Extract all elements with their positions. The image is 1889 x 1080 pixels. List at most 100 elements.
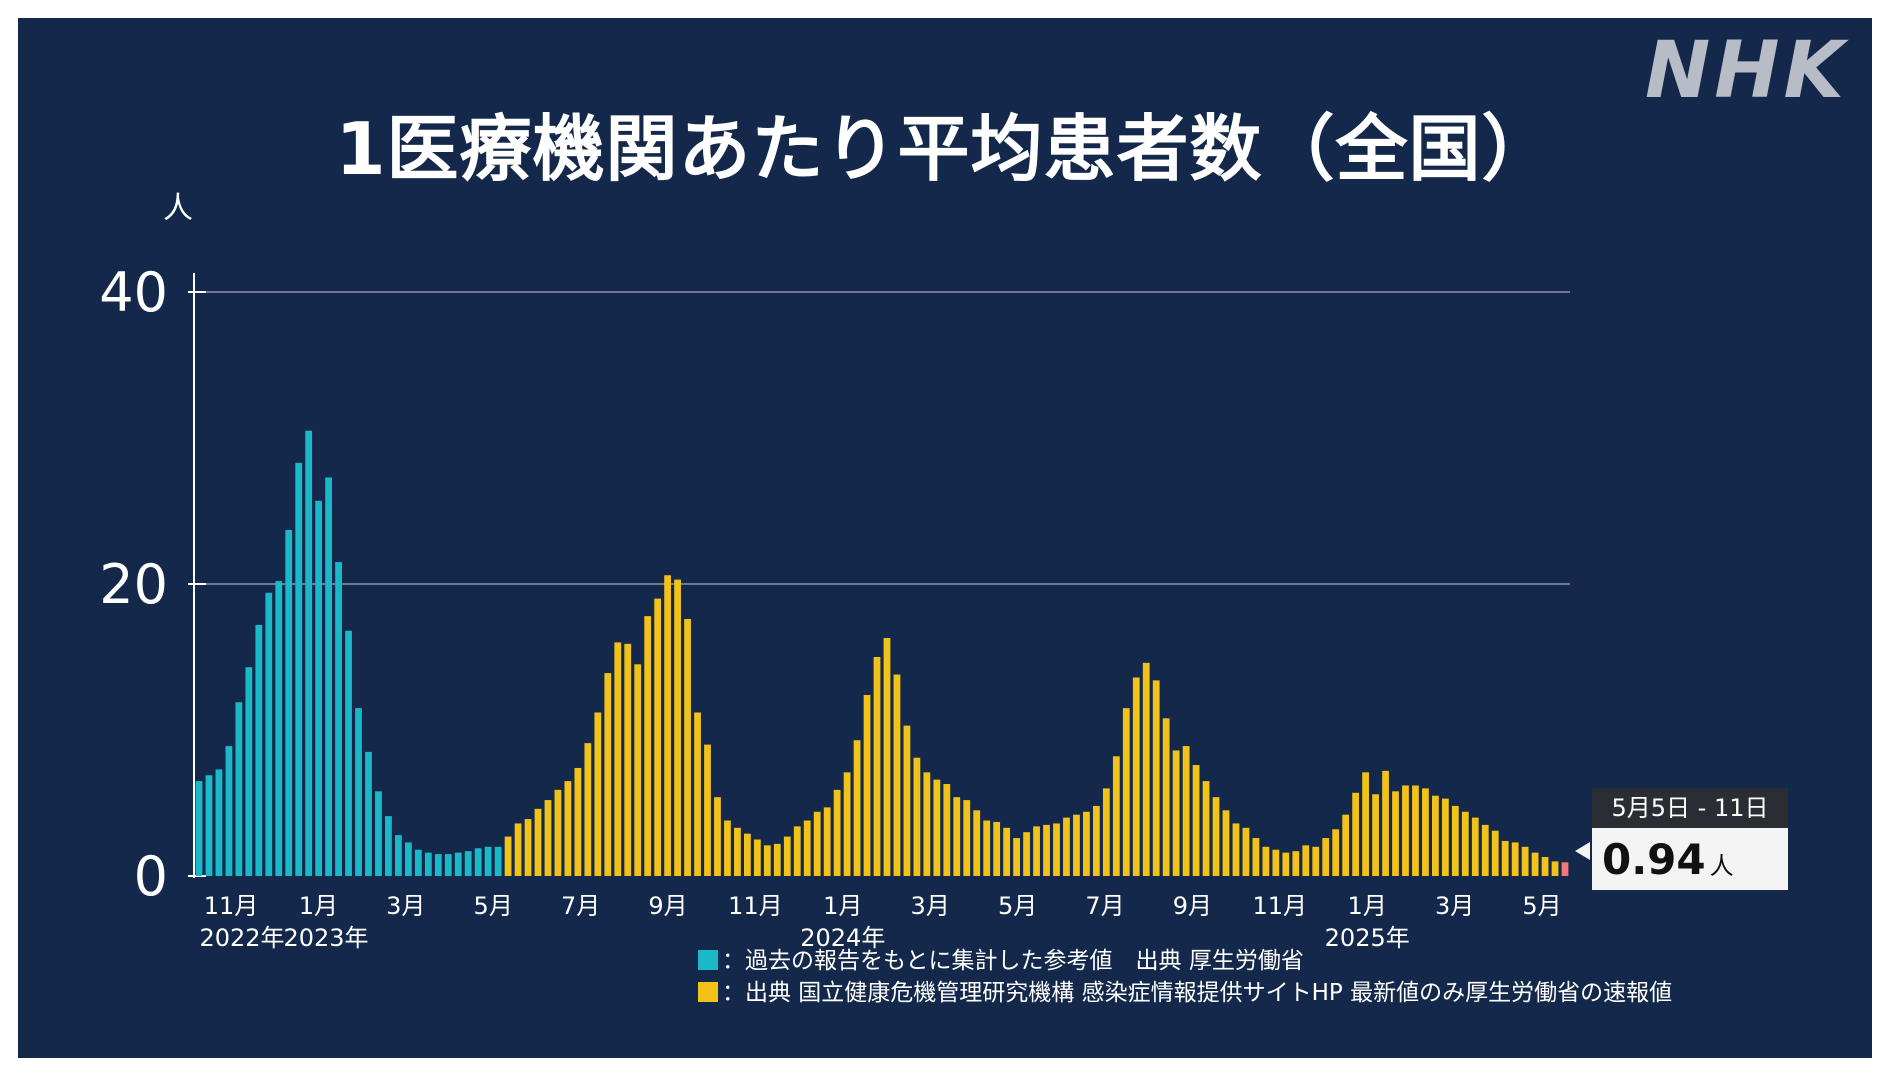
bar xyxy=(873,657,881,876)
bar xyxy=(1152,680,1160,876)
bar xyxy=(654,598,662,876)
bar xyxy=(813,811,821,876)
bar xyxy=(1272,849,1280,876)
bar xyxy=(484,846,492,876)
bar xyxy=(903,725,911,876)
bar xyxy=(1202,781,1210,876)
bar xyxy=(1362,772,1369,876)
bar xyxy=(624,643,632,876)
bar xyxy=(584,743,592,876)
x-tick-label: 9月 xyxy=(1173,892,1212,920)
bar xyxy=(1242,827,1250,876)
bar xyxy=(295,462,303,876)
bar xyxy=(245,667,253,876)
bar xyxy=(1262,846,1270,876)
bars xyxy=(195,430,1569,876)
bar xyxy=(1212,797,1220,876)
bar xyxy=(604,673,612,876)
bar xyxy=(1481,824,1489,876)
bar xyxy=(285,529,293,876)
bar xyxy=(404,842,412,876)
page-title: 1医療機関あたり平均患者数（全国） xyxy=(335,107,1555,191)
bar xyxy=(883,638,891,876)
bar xyxy=(1162,718,1170,876)
bar xyxy=(1112,756,1120,876)
x-axis-month-labels: 11月 1月 3月 5月 7月 9月 11月 1月 3月 5月 7月 9月 11月 1月 3月 5月 xyxy=(204,892,1562,920)
bar xyxy=(1501,840,1509,876)
x-tick-label: 3月 xyxy=(1435,892,1474,920)
bar xyxy=(275,581,283,876)
bar xyxy=(1471,817,1479,876)
bar xyxy=(385,816,392,876)
bar xyxy=(1232,823,1240,876)
bar xyxy=(514,823,522,876)
bar xyxy=(524,819,532,876)
bar xyxy=(1352,792,1360,876)
bar xyxy=(923,772,931,876)
bar xyxy=(734,827,741,876)
bar xyxy=(1102,788,1110,876)
bar xyxy=(554,789,562,876)
bar xyxy=(1172,750,1180,876)
legend-label: ：過去の報告をもとに集計した参考値 出典 厚生労働省 xyxy=(722,948,1304,974)
x-tick-label: 5月 xyxy=(474,892,513,920)
bar xyxy=(1332,829,1340,876)
bar xyxy=(594,712,602,876)
y-axis-unit-label: 人 xyxy=(163,191,193,226)
bar xyxy=(853,740,861,876)
bar xyxy=(315,500,323,876)
bar xyxy=(793,826,801,876)
bar xyxy=(1491,830,1499,876)
bar xyxy=(225,746,233,876)
bar xyxy=(674,579,681,876)
latest-period-label: 5月5日 - 11日 xyxy=(1612,794,1769,822)
bar xyxy=(783,836,791,876)
legend-swatch xyxy=(698,982,718,1002)
bar xyxy=(1222,810,1230,876)
bar xyxy=(205,775,213,876)
x-tick-label: 3月 xyxy=(386,892,425,920)
legend-swatch xyxy=(698,950,718,970)
bar xyxy=(664,575,672,876)
x-tick-label: 1月 xyxy=(299,892,338,920)
latest-value-unit: 人 xyxy=(1710,852,1734,880)
bar xyxy=(534,808,542,876)
legend-label: ：出典 国立健康危機管理研究機構 感染症情報提供サイトHP 最新値のみ厚生労働省… xyxy=(722,980,1672,1006)
bar xyxy=(993,821,1001,876)
bar xyxy=(684,619,691,876)
bar xyxy=(1033,826,1040,876)
bar xyxy=(1142,662,1150,876)
bar xyxy=(1302,845,1310,876)
bar xyxy=(1292,851,1300,876)
bar xyxy=(773,843,781,876)
bar xyxy=(215,769,223,876)
bar xyxy=(1043,824,1050,876)
bar xyxy=(614,642,622,876)
bar xyxy=(454,852,462,876)
bar xyxy=(1083,811,1090,876)
x-tick-label: 9月 xyxy=(648,892,687,920)
bar xyxy=(714,797,721,876)
bar xyxy=(235,702,243,876)
latest-value-number: 0.94 xyxy=(1602,835,1706,884)
bar xyxy=(544,800,552,876)
bar xyxy=(375,791,382,876)
latest-value: 0.94 人 xyxy=(1602,835,1734,884)
bar xyxy=(444,854,452,876)
bar xyxy=(1541,857,1549,876)
bar xyxy=(1461,811,1469,876)
bar xyxy=(365,751,372,876)
bar xyxy=(1023,832,1030,876)
y-axis-ticks: 0 20 40 xyxy=(99,261,206,908)
x-tick-label: 5月 xyxy=(998,892,1037,920)
bar xyxy=(1561,862,1569,876)
bar xyxy=(823,807,831,876)
bar xyxy=(833,789,841,876)
bar xyxy=(1441,798,1449,876)
bar xyxy=(724,820,731,876)
y-tick-label: 40 xyxy=(99,261,168,324)
bar xyxy=(973,810,981,876)
bar xyxy=(1063,817,1070,876)
bar xyxy=(564,781,572,876)
